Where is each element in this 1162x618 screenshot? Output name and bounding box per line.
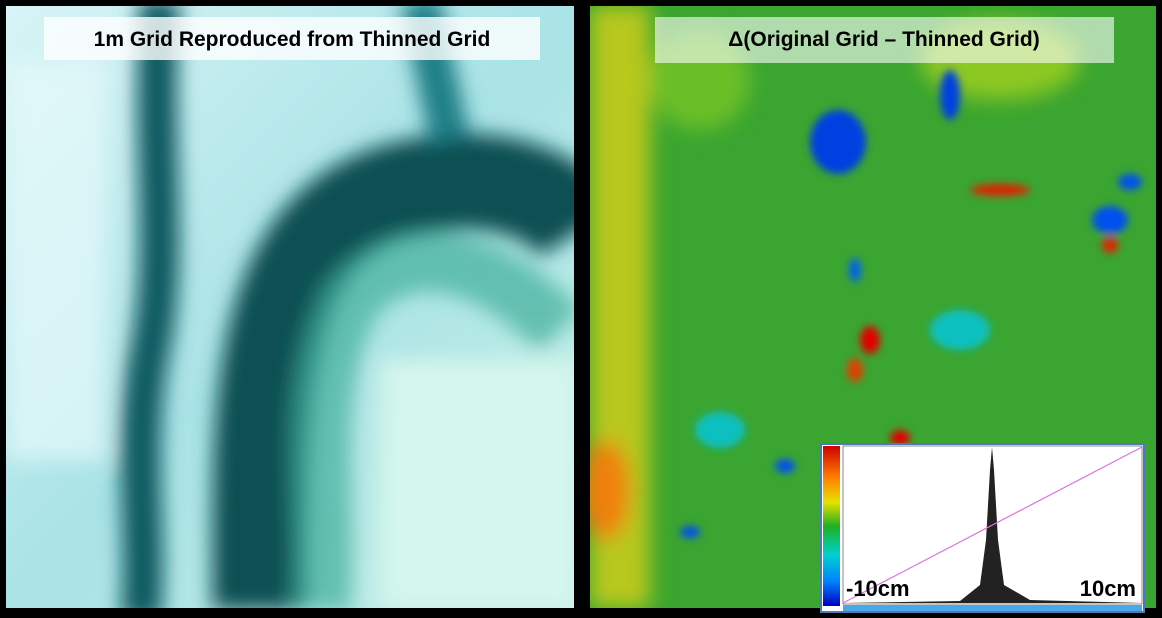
left-image: [6, 6, 574, 608]
right-title: Δ(Original Grid – Thinned Grid): [728, 28, 1039, 51]
max-label: 10cm: [1080, 576, 1136, 601]
histogram-inset: -10cm 10cm: [820, 443, 1145, 613]
left-title: 1m Grid Reproduced from Thinned Grid: [94, 28, 491, 51]
min-label: -10cm: [846, 576, 910, 601]
title-box: [655, 17, 1114, 63]
title-box: [44, 17, 540, 60]
